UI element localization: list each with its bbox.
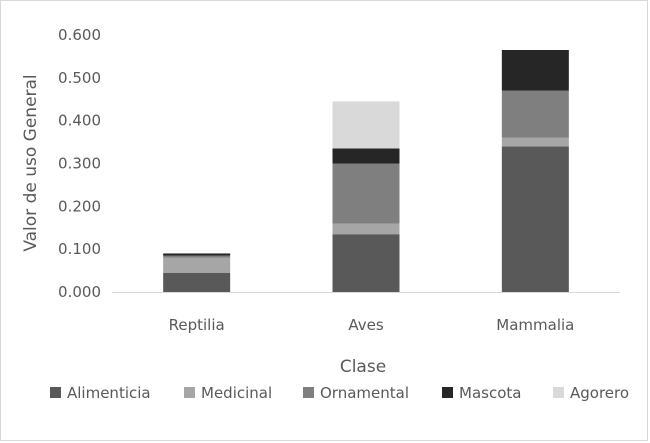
legend-swatch-agorero	[553, 387, 564, 398]
legend-swatch-alimenticia	[50, 387, 61, 398]
legend-label-ornamental: Ornamental	[320, 384, 409, 402]
legend: Alimenticia Medicinal Ornamental Mascota Ago…	[50, 384, 629, 402]
bar-segment-mascota	[163, 253, 231, 256]
legend-swatch-mascota	[442, 387, 453, 398]
x-tick-label: Reptilia	[169, 316, 225, 334]
bar-segment-medicinal	[163, 257, 231, 273]
y-tick-label: 0.600	[58, 26, 101, 44]
y-tick-label: 0.200	[58, 197, 101, 215]
x-tick-label: Mammalia	[496, 316, 574, 334]
bar-segment-alimenticia	[332, 234, 400, 292]
bar-segment-mascota	[332, 148, 400, 164]
legend-label-agorero: Agorero	[570, 384, 629, 402]
y-tick-label: 0.300	[58, 155, 101, 173]
legend-label-medicinal: Medicinal	[201, 384, 272, 402]
bar-segment-mascota	[501, 49, 569, 91]
x-tick-labels: Reptilia Aves Mammalia	[169, 316, 575, 334]
bar-segment-ornamental	[332, 163, 400, 224]
y-axis-title: Valor de uso General	[21, 74, 41, 251]
bar-segment-alimenticia	[163, 272, 231, 292]
x-axis-title: Clase	[340, 357, 386, 377]
y-tick-label: 0.500	[58, 69, 101, 87]
y-tick-labels: 0.000 0.100 0.200 0.300 0.400 0.500 0.600	[58, 26, 101, 301]
bar-segment-alimenticia	[501, 146, 569, 292]
bar-segment-ornamental	[163, 255, 231, 258]
y-tick-label: 0.100	[58, 240, 101, 258]
bar-segment-medicinal	[332, 223, 400, 235]
legend-swatch-ornamental	[303, 387, 314, 398]
x-tick-label: Aves	[348, 316, 383, 334]
legend-label-alimenticia: Alimenticia	[67, 384, 151, 402]
y-tick-label: 0.000	[58, 283, 101, 301]
bar-segment-agorero	[332, 101, 400, 149]
legend-label-mascota: Mascota	[459, 384, 521, 402]
bars	[163, 49, 569, 292]
legend-swatch-medicinal	[184, 387, 195, 398]
y-tick-label: 0.400	[58, 112, 101, 130]
bar-segment-ornamental	[501, 90, 569, 138]
bar-segment-medicinal	[501, 137, 569, 147]
